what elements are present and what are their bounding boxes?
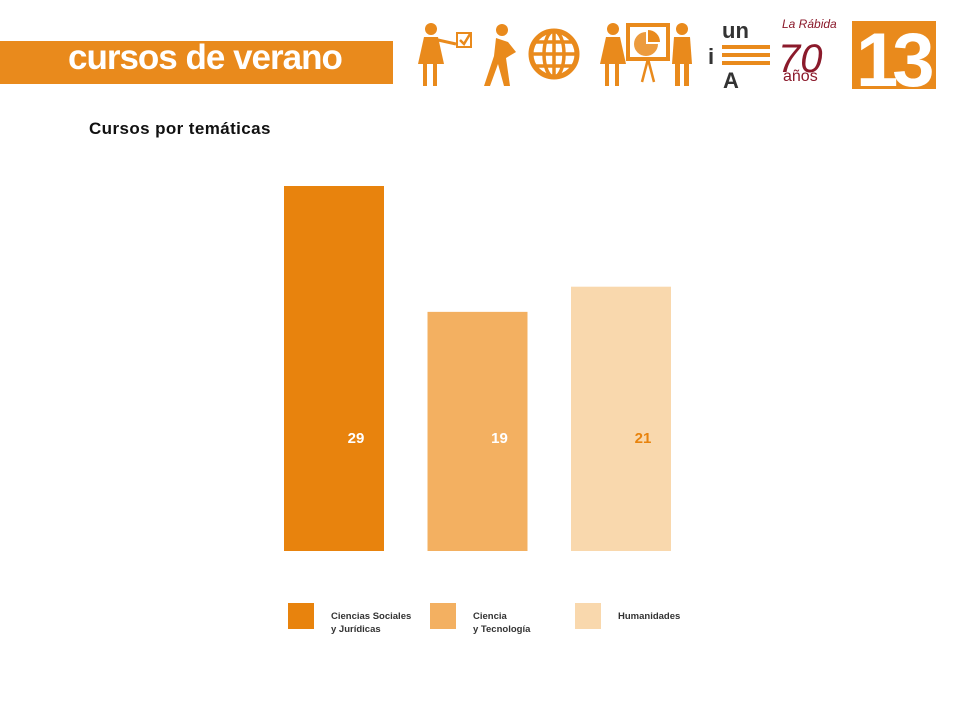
legend-label-3-line-1: Humanidades — [618, 611, 680, 622]
section-title: Cursos por temáticas — [89, 119, 271, 138]
legend-label-1-line-2: y Jurídicas — [331, 624, 381, 635]
legend-label-2-line-1: Ciencia — [473, 611, 508, 622]
header-banner — [0, 41, 393, 84]
svg-text:A: A — [723, 68, 739, 93]
year-13-logo: 13 — [852, 18, 938, 94]
teacher-checkbox-icon — [418, 23, 472, 86]
legend-label-1-line-1: Ciencias Sociales — [331, 611, 411, 622]
person-pushing-globe-icon — [484, 24, 580, 86]
legend-swatch-2 — [430, 603, 456, 629]
svg-text:años: años — [783, 68, 818, 85]
banner-title: cursos de verano — [68, 38, 343, 77]
unia-logo: un i A — [708, 18, 770, 93]
legend-swatch-3 — [575, 603, 601, 629]
bar-2 — [427, 311, 528, 551]
legend-swatch-1 — [288, 603, 314, 629]
bar-1 — [284, 186, 384, 551]
bar-value-label-1: 29 — [348, 430, 365, 447]
svg-text:70: 70 — [778, 37, 823, 81]
presenter-whiteboard-icon — [600, 23, 692, 86]
svg-text:i: i — [708, 44, 714, 69]
la-rabida-70-anos-logo: La Rábida 70 años — [778, 17, 837, 85]
bar-3 — [571, 286, 671, 551]
svg-text:un: un — [722, 18, 749, 43]
bar-value-label-2: 19 — [491, 430, 508, 447]
header-logos: un i A La Rábida 70 años 13 — [418, 17, 938, 94]
svg-text:La Rábida: La Rábida — [782, 17, 837, 31]
legend-label-2-line-2: y Tecnología — [473, 624, 531, 635]
svg-text:13: 13 — [856, 18, 932, 94]
bar-value-label-3: 21 — [635, 430, 652, 447]
